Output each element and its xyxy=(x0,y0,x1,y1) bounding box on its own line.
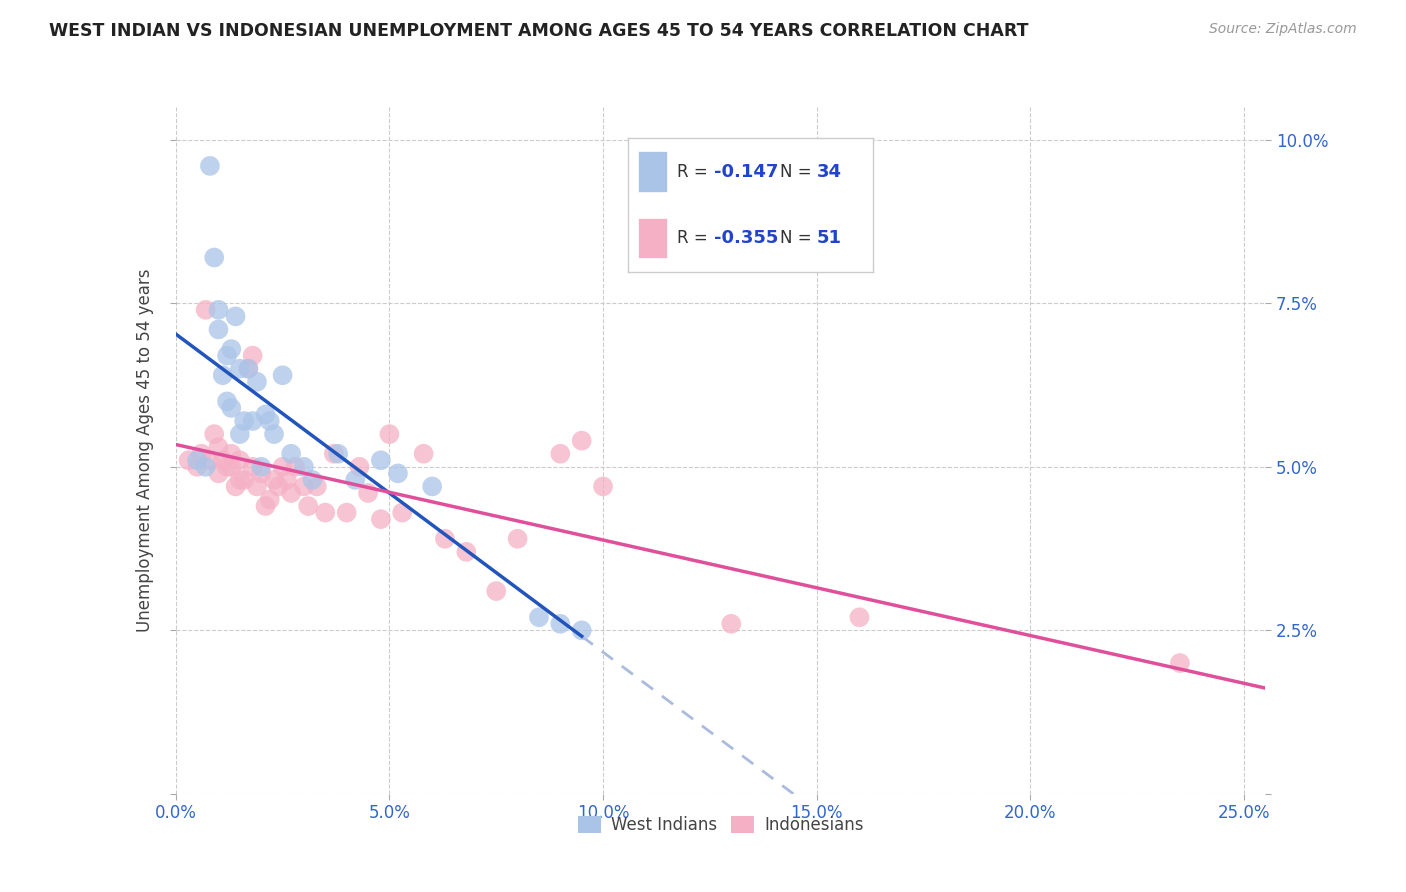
Point xyxy=(211,368,233,383)
Point xyxy=(207,440,229,454)
Point xyxy=(456,545,478,559)
Point xyxy=(233,473,256,487)
Text: N =: N = xyxy=(780,163,817,181)
Point xyxy=(305,479,328,493)
Point xyxy=(314,506,336,520)
Point xyxy=(250,467,273,481)
Text: Source: ZipAtlas.com: Source: ZipAtlas.com xyxy=(1209,22,1357,37)
Point xyxy=(276,473,298,487)
Point xyxy=(284,459,307,474)
Point xyxy=(215,349,238,363)
Point xyxy=(280,447,302,461)
Point xyxy=(336,506,359,520)
Text: 51: 51 xyxy=(817,228,842,247)
Point xyxy=(254,408,277,422)
Point xyxy=(211,453,233,467)
Point xyxy=(280,486,302,500)
Point xyxy=(506,532,529,546)
Legend: West Indians, Indonesians: West Indians, Indonesians xyxy=(571,809,870,840)
Point xyxy=(250,459,273,474)
Point xyxy=(267,479,290,493)
Point xyxy=(420,479,443,493)
Point xyxy=(242,349,264,363)
Point xyxy=(433,532,456,546)
Point xyxy=(221,342,243,356)
Point xyxy=(198,159,221,173)
Point xyxy=(186,453,208,467)
Point xyxy=(259,414,281,428)
Text: N =: N = xyxy=(780,228,817,247)
Point xyxy=(198,453,221,467)
Point xyxy=(207,467,229,481)
Bar xyxy=(638,152,668,192)
Point xyxy=(322,447,344,461)
Point xyxy=(207,302,229,317)
Point xyxy=(221,447,243,461)
Text: -0.147: -0.147 xyxy=(714,163,778,181)
Text: WEST INDIAN VS INDONESIAN UNEMPLOYMENT AMONG AGES 45 TO 54 YEARS CORRELATION CHA: WEST INDIAN VS INDONESIAN UNEMPLOYMENT A… xyxy=(49,22,1029,40)
Point xyxy=(297,499,319,513)
Point xyxy=(207,322,229,336)
Point xyxy=(225,479,247,493)
Point xyxy=(221,401,243,415)
Point xyxy=(344,473,367,487)
Point xyxy=(215,459,238,474)
Point xyxy=(238,361,260,376)
Point xyxy=(550,447,572,461)
Point xyxy=(378,427,401,442)
Point xyxy=(221,459,243,474)
Point xyxy=(301,473,323,487)
Point xyxy=(202,427,225,442)
Point xyxy=(370,453,392,467)
Point xyxy=(357,486,380,500)
Point xyxy=(412,447,434,461)
Point xyxy=(254,499,277,513)
Point xyxy=(186,459,208,474)
Text: -0.355: -0.355 xyxy=(714,228,778,247)
Point xyxy=(271,368,294,383)
Point xyxy=(229,453,252,467)
Point xyxy=(263,427,285,442)
Point xyxy=(349,459,371,474)
Point xyxy=(242,414,264,428)
Text: R =: R = xyxy=(678,228,713,247)
Point xyxy=(571,624,593,638)
Point xyxy=(246,375,269,389)
Point xyxy=(848,610,870,624)
Point xyxy=(229,473,252,487)
Text: 34: 34 xyxy=(817,163,842,181)
Point xyxy=(527,610,550,624)
Point xyxy=(190,447,212,461)
Point xyxy=(246,479,269,493)
Bar xyxy=(638,219,668,259)
Point xyxy=(229,427,252,442)
Point xyxy=(259,492,281,507)
Point xyxy=(194,459,217,474)
Point xyxy=(238,361,260,376)
Point xyxy=(263,473,285,487)
Point xyxy=(571,434,593,448)
Point xyxy=(391,506,413,520)
Point xyxy=(202,251,225,265)
Point xyxy=(215,394,238,409)
Point xyxy=(370,512,392,526)
Point xyxy=(592,479,614,493)
Point xyxy=(485,584,508,599)
Point xyxy=(292,459,315,474)
Point xyxy=(720,616,742,631)
Point xyxy=(177,453,200,467)
Point xyxy=(292,479,315,493)
Point xyxy=(233,414,256,428)
Point xyxy=(242,459,264,474)
Text: R =: R = xyxy=(678,163,713,181)
Point xyxy=(1168,656,1191,670)
Point xyxy=(225,310,247,324)
Point xyxy=(229,361,252,376)
Y-axis label: Unemployment Among Ages 45 to 54 years: Unemployment Among Ages 45 to 54 years xyxy=(136,268,155,632)
Point xyxy=(387,467,409,481)
Point xyxy=(550,616,572,631)
Point xyxy=(271,459,294,474)
Point xyxy=(326,447,349,461)
Point xyxy=(194,302,217,317)
